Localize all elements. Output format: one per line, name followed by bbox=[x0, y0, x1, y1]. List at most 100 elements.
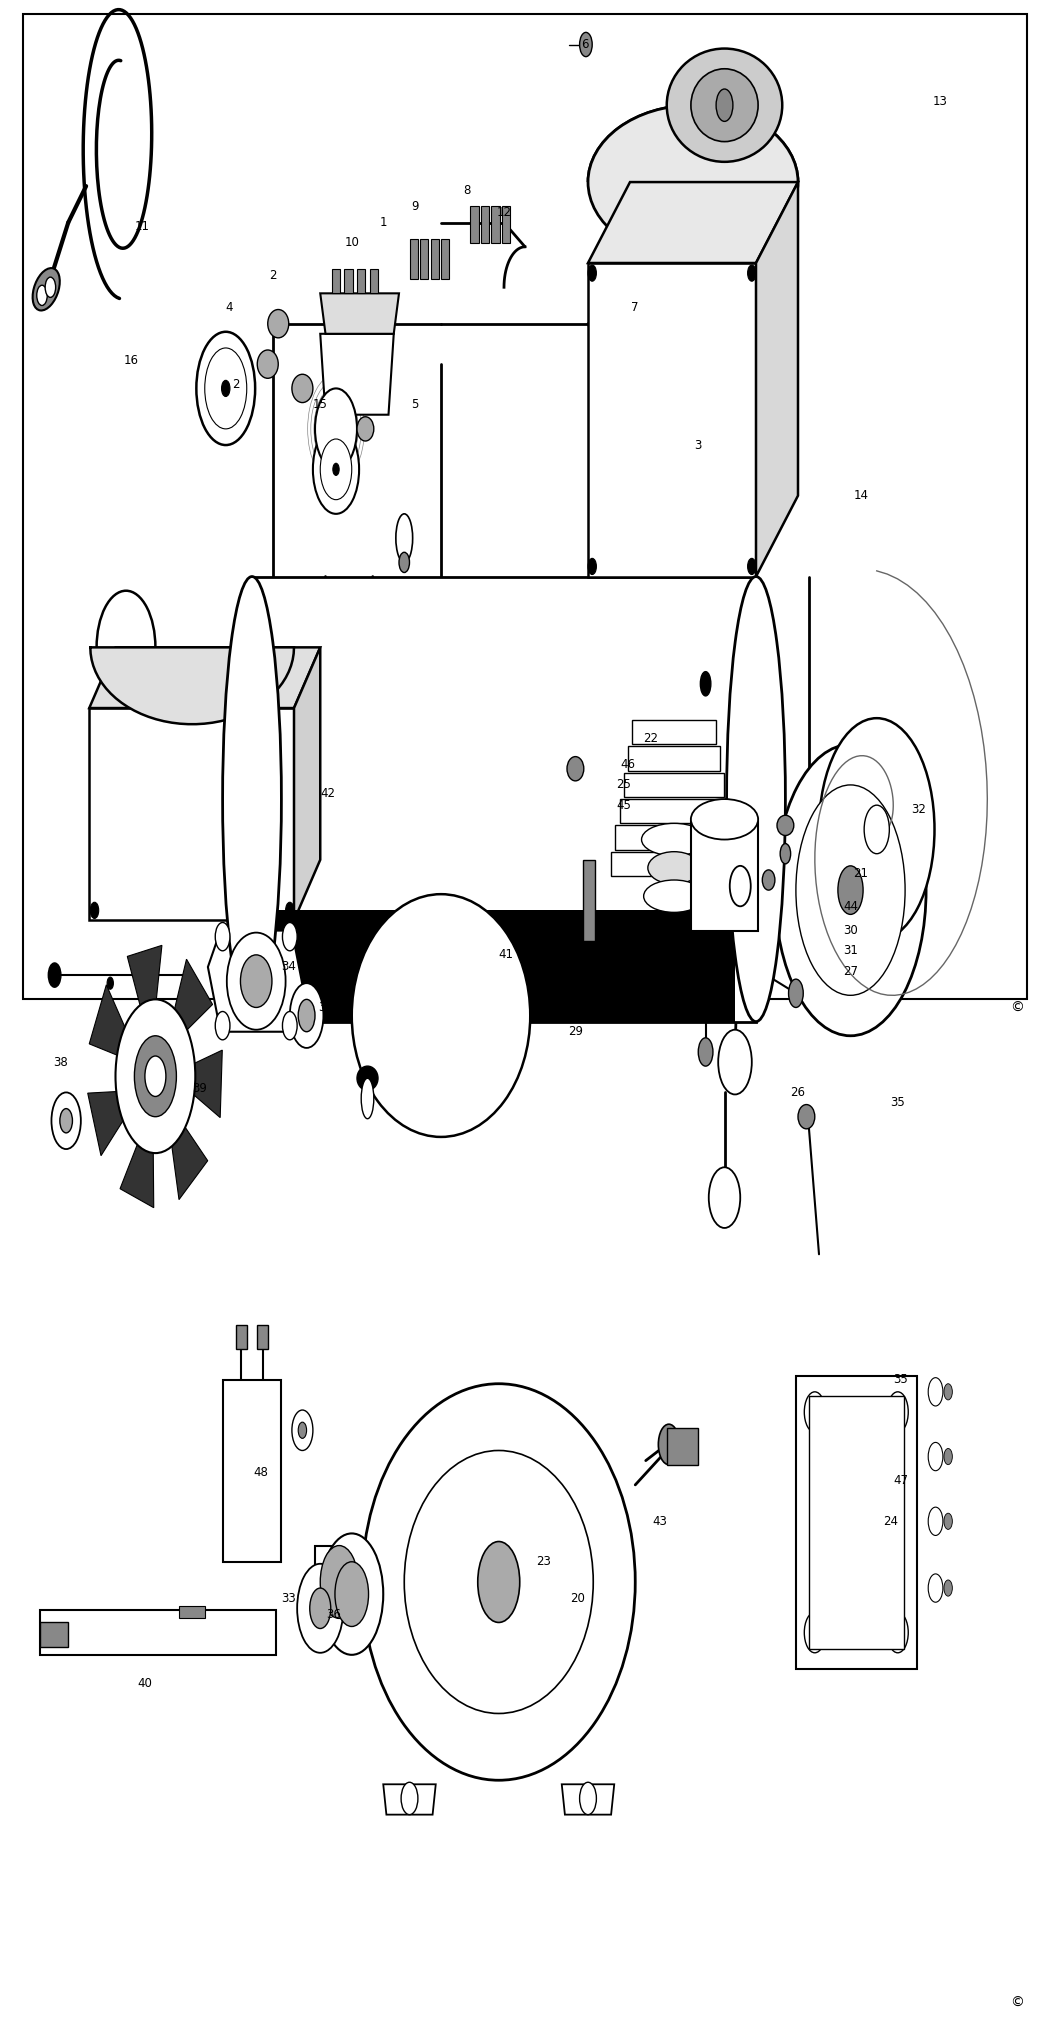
Bar bbox=[491, 206, 500, 243]
Polygon shape bbox=[88, 1090, 135, 1155]
Text: 42: 42 bbox=[320, 787, 335, 799]
Ellipse shape bbox=[718, 821, 727, 838]
Ellipse shape bbox=[944, 1580, 952, 1596]
Polygon shape bbox=[562, 1784, 614, 1815]
Bar bbox=[332, 269, 340, 293]
Ellipse shape bbox=[580, 1782, 596, 1815]
Ellipse shape bbox=[240, 955, 272, 1007]
Text: 16: 16 bbox=[124, 354, 139, 366]
Text: 9: 9 bbox=[411, 200, 419, 212]
Text: 13: 13 bbox=[932, 95, 947, 107]
Bar bbox=[628, 746, 720, 771]
Text: 33: 33 bbox=[281, 1592, 296, 1604]
Polygon shape bbox=[89, 647, 320, 708]
Ellipse shape bbox=[45, 277, 56, 297]
Text: 8: 8 bbox=[463, 184, 471, 196]
Ellipse shape bbox=[718, 1030, 752, 1094]
Text: 14: 14 bbox=[854, 490, 868, 502]
Polygon shape bbox=[294, 647, 320, 920]
Text: 24: 24 bbox=[883, 1515, 898, 1527]
Ellipse shape bbox=[588, 105, 798, 259]
Ellipse shape bbox=[298, 999, 315, 1032]
Ellipse shape bbox=[478, 1542, 520, 1622]
Bar bbox=[40, 1610, 276, 1655]
Bar bbox=[344, 269, 353, 293]
Ellipse shape bbox=[667, 49, 782, 162]
Bar bbox=[441, 239, 449, 279]
Polygon shape bbox=[40, 1622, 68, 1647]
Ellipse shape bbox=[648, 852, 700, 884]
Ellipse shape bbox=[804, 1392, 825, 1432]
Ellipse shape bbox=[819, 1507, 836, 1540]
Ellipse shape bbox=[116, 999, 195, 1153]
Text: 44: 44 bbox=[843, 900, 858, 912]
Ellipse shape bbox=[716, 89, 733, 121]
Ellipse shape bbox=[709, 1167, 740, 1228]
Ellipse shape bbox=[357, 1066, 378, 1090]
Ellipse shape bbox=[777, 815, 794, 835]
Ellipse shape bbox=[819, 1596, 836, 1629]
Bar bbox=[470, 206, 479, 243]
Polygon shape bbox=[89, 985, 135, 1062]
Text: 43: 43 bbox=[652, 1515, 667, 1527]
Ellipse shape bbox=[33, 269, 60, 310]
Ellipse shape bbox=[804, 1612, 825, 1653]
Ellipse shape bbox=[887, 1392, 908, 1432]
Bar bbox=[370, 269, 378, 293]
Text: 30: 30 bbox=[843, 925, 858, 937]
Bar bbox=[502, 206, 510, 243]
Polygon shape bbox=[588, 182, 798, 263]
Bar bbox=[808, 1396, 904, 1649]
Text: 45: 45 bbox=[616, 799, 631, 811]
Ellipse shape bbox=[134, 1036, 176, 1117]
Text: 5: 5 bbox=[411, 399, 419, 411]
Text: 26: 26 bbox=[791, 1086, 805, 1098]
Text: 1: 1 bbox=[379, 216, 387, 229]
Ellipse shape bbox=[798, 1105, 815, 1129]
Text: 40: 40 bbox=[138, 1677, 152, 1689]
Text: 34: 34 bbox=[281, 961, 296, 973]
Polygon shape bbox=[168, 1107, 208, 1200]
Bar bbox=[615, 825, 733, 850]
Text: 38: 38 bbox=[54, 1056, 68, 1068]
Polygon shape bbox=[383, 1784, 436, 1815]
Ellipse shape bbox=[268, 310, 289, 338]
Bar bbox=[273, 910, 735, 1022]
Ellipse shape bbox=[145, 1056, 166, 1096]
Ellipse shape bbox=[642, 823, 707, 856]
Bar bbox=[315, 1546, 365, 1618]
Polygon shape bbox=[120, 1119, 153, 1208]
Ellipse shape bbox=[313, 425, 359, 514]
Text: 12: 12 bbox=[497, 206, 511, 218]
Text: 10: 10 bbox=[344, 237, 359, 249]
Ellipse shape bbox=[944, 1513, 952, 1529]
Ellipse shape bbox=[588, 265, 596, 281]
Text: 15: 15 bbox=[313, 399, 328, 411]
Ellipse shape bbox=[691, 799, 758, 840]
Bar bbox=[420, 239, 428, 279]
Ellipse shape bbox=[819, 1420, 836, 1453]
Ellipse shape bbox=[223, 577, 281, 1022]
Ellipse shape bbox=[944, 1448, 952, 1465]
Ellipse shape bbox=[227, 933, 286, 1030]
Ellipse shape bbox=[401, 1782, 418, 1815]
Ellipse shape bbox=[357, 417, 374, 441]
Ellipse shape bbox=[404, 1450, 593, 1713]
Ellipse shape bbox=[796, 785, 905, 995]
Ellipse shape bbox=[928, 1574, 943, 1602]
Ellipse shape bbox=[877, 1420, 894, 1453]
Text: 7: 7 bbox=[631, 301, 639, 314]
Polygon shape bbox=[320, 293, 399, 334]
Ellipse shape bbox=[399, 552, 410, 573]
Ellipse shape bbox=[789, 979, 803, 1007]
Ellipse shape bbox=[290, 983, 323, 1048]
Text: 39: 39 bbox=[192, 1082, 207, 1094]
Bar bbox=[691, 819, 758, 931]
Ellipse shape bbox=[107, 977, 113, 989]
Text: 31: 31 bbox=[843, 945, 858, 957]
Ellipse shape bbox=[691, 69, 758, 142]
Bar bbox=[223, 1380, 281, 1562]
Ellipse shape bbox=[864, 805, 889, 854]
Ellipse shape bbox=[60, 1109, 72, 1133]
Ellipse shape bbox=[928, 1442, 943, 1471]
